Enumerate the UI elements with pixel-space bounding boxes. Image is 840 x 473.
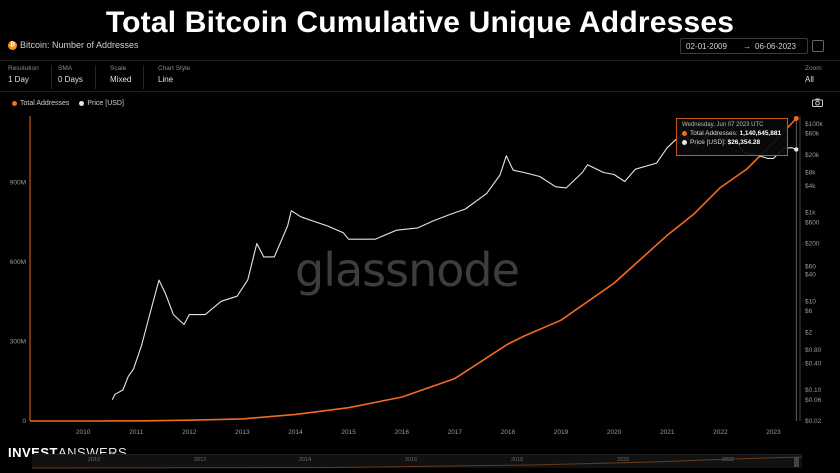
y-right-tick-label: $0.80 [805,347,822,354]
calendar-icon[interactable] [812,40,824,52]
resolution-select[interactable]: Resolution 1 Day [8,65,52,89]
y-right-tick-label: $60k [805,131,820,138]
legend-label: Total Addresses [20,100,70,107]
y-left-tick-label: 600M [10,259,26,266]
y-left-tick-label: 300M [10,338,26,345]
zoom-select[interactable]: Zoom All [805,65,822,84]
scale-label: Scale [110,65,127,72]
y-right-tick-label: $8k [805,169,816,176]
y-left-tick-label: 0 [22,418,26,425]
chart-header: ₿ Bitcoin: Number of Addresses 02-01-200… [0,36,840,58]
y-right-tick-label: $600 [805,219,820,226]
navigator-label: 2012 [194,457,207,463]
scale-select[interactable]: Scale Mixed [110,65,145,89]
bitcoin-icon: ₿ [8,41,17,50]
chart-tooltip: Wednesday, Jun 07 2023 UTC Total Address… [676,118,788,156]
sma-value[interactable]: 0 Days [58,75,83,84]
y-right-tick-label: $100k [805,121,823,128]
tooltip-label: Total Addresses: [690,130,738,137]
y-right-tick-label: $0.40 [805,360,822,367]
navigator-label: 2020 [617,457,630,463]
x-tick-label: 2015 [341,429,356,436]
tooltip-row-addresses: Total Addresses: 1,140,645,881 [682,130,782,137]
camera-icon[interactable] [812,98,823,107]
x-tick-label: 2011 [129,429,143,436]
series-line-total-addresses [30,117,797,422]
y-right-tick-label: $0.10 [805,387,822,394]
x-tick-label: 2013 [235,429,250,436]
legend-dot [12,100,17,106]
x-tick-label: 2014 [288,429,303,436]
arrow-icon: → [743,42,751,51]
y-right-tick-label: $20k [805,152,820,159]
y-right-tick-label: $4k [805,183,816,190]
y-right-tick-label: $200 [805,241,820,248]
y-right-tick-label: $0.02 [805,418,822,425]
tooltip-value: 1,140,645,881 [739,130,782,137]
watermark: glassnode [295,243,520,297]
chart-controls: Resolution 1 Day SMA 0 Days Scale Mixed … [0,60,840,92]
chart-style-label: Chart Style [158,65,191,72]
tooltip-date: Wednesday, Jun 07 2023 UTC [682,122,764,128]
navigator-label: 2010 [88,457,101,463]
y-right-tick-label: $0.06 [805,397,822,404]
navigator-sparkline [31,456,803,469]
y-right-tick-label: $1k [805,210,816,217]
hover-point-addresses [793,115,799,121]
y-right-tick-label: $60 [805,264,816,271]
scale-value[interactable]: Mixed [110,75,132,84]
navigator-handle[interactable] [794,457,799,467]
chart-style-value[interactable]: Line [158,75,174,84]
x-tick-label: 2021 [660,429,675,436]
legend-item-price[interactable]: Price [USD] [79,100,124,107]
y-right-tick-label: $40 [805,272,816,279]
sma-select[interactable]: SMA 0 Days [58,65,96,89]
chart-title: Bitcoin: Number of Addresses [20,40,139,50]
resolution-label: Resolution [8,65,39,72]
navigator-label: 2014 [299,457,312,463]
y-right-tick-label: $6 [805,308,813,315]
date-to[interactable]: 06-06-2023 [755,42,796,51]
tooltip-label: Price [USD]: [690,139,726,146]
x-tick-label: 2022 [713,429,728,436]
chart-legend: Total Addresses Price [USD] [12,100,132,107]
resolution-value[interactable]: 1 Day [8,75,29,84]
zoom-label: Zoom [805,65,822,72]
timeline-navigator[interactable] [31,454,803,469]
chart-canvas[interactable]: 0 300M 600M 900M $100k $60k $20k $8k $4k $1k $600 $… [0,110,840,440]
date-from[interactable]: 02-01-2009 [686,42,727,51]
x-tick-label: 2016 [394,429,409,436]
legend-item-total-addresses[interactable]: Total Addresses [12,100,69,107]
y-right-tick-label: $10 [805,298,816,305]
x-tick-label: 2010 [76,429,91,436]
zoom-value[interactable]: All [805,75,814,84]
x-tick-label: 2012 [182,429,197,436]
banner-title: Total Bitcoin Cumulative Unique Addresse… [105,6,735,39]
navigator-label: 2022 [722,457,735,463]
legend-dot [79,100,85,106]
y-right-tick-label: $2 [805,329,813,336]
tooltip-row-price: Price [USD]: $26,354.28 [682,139,782,146]
tooltip-dot [682,130,687,136]
legend-label: Price [USD] [87,100,124,107]
tooltip-dot [682,139,687,145]
tooltip-value: $26,354.28 [727,139,761,146]
date-range-picker[interactable]: 02-01-2009 → 06-06-2023 [680,38,808,54]
series-line-price [111,131,797,401]
x-tick-label: 2019 [554,429,569,436]
hover-point-price [794,147,799,152]
y-left-tick-label: 900M [10,179,26,186]
navigator-label: 2016 [405,457,418,463]
chart-style-select[interactable]: Chart Style Line [158,65,202,89]
x-tick-label: 2018 [501,429,516,436]
navigator-label: 2018 [511,457,524,463]
sma-label: SMA [58,65,73,72]
x-tick-label: 2017 [448,429,463,436]
x-tick-label: 2023 [766,429,781,436]
x-tick-label: 2020 [607,429,622,436]
